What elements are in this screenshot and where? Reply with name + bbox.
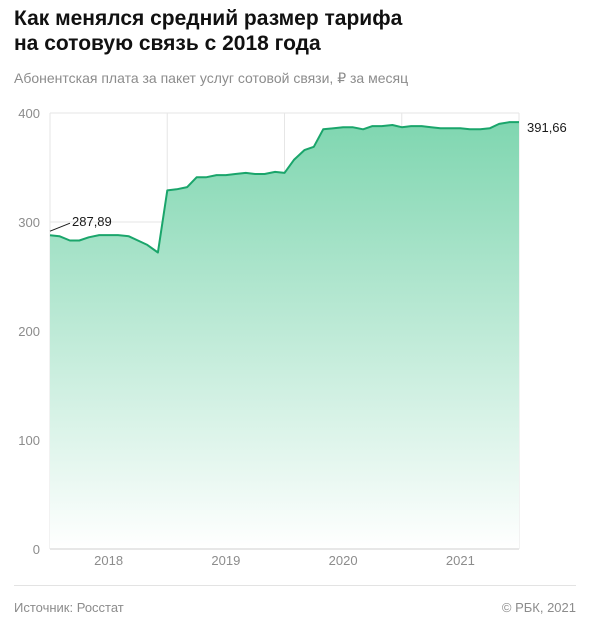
footer-divider <box>14 585 576 586</box>
start-annotation-leader <box>49 222 71 232</box>
chart-title-line-1: Как менялся средний размер тарифа <box>14 7 403 30</box>
y-tick-label: 200 <box>18 324 40 339</box>
area-layer <box>49 121 519 549</box>
axis-layer: 0 100 200 300 400 2018 2019 2020 2021 <box>18 106 519 568</box>
start-value-label: 287,89 <box>72 214 112 229</box>
y-tick-label: 100 <box>18 433 40 448</box>
source-note: Источник: Росстат <box>14 600 124 615</box>
y-tick-label: 300 <box>18 215 40 230</box>
x-tick-label: 2020 <box>329 553 358 568</box>
chart-title-line-2: на сотовую связь с 2018 года <box>14 32 321 55</box>
label-layer: 287,89 391,66 <box>49 120 567 232</box>
x-tick-label: 2018 <box>94 553 123 568</box>
copyright-note: © РБК, 2021 <box>501 600 576 615</box>
y-tick-label: 400 <box>18 106 40 121</box>
x-tick-label: 2019 <box>211 553 240 568</box>
series-line <box>49 121 519 254</box>
x-tick-label: 2021 <box>446 553 475 568</box>
area-chart: 0 100 200 300 400 2018 2019 2020 2021 287,89 391,… <box>18 106 567 568</box>
chart-subtitle: Абонентская плата за пакет услуг сотовой… <box>14 70 409 86</box>
chart-title: Как менялся средний размер тарифа на сот… <box>14 6 574 56</box>
y-tick-label: 0 <box>33 542 40 557</box>
end-value-label: 391,66 <box>527 120 567 135</box>
area-fill <box>50 122 519 549</box>
